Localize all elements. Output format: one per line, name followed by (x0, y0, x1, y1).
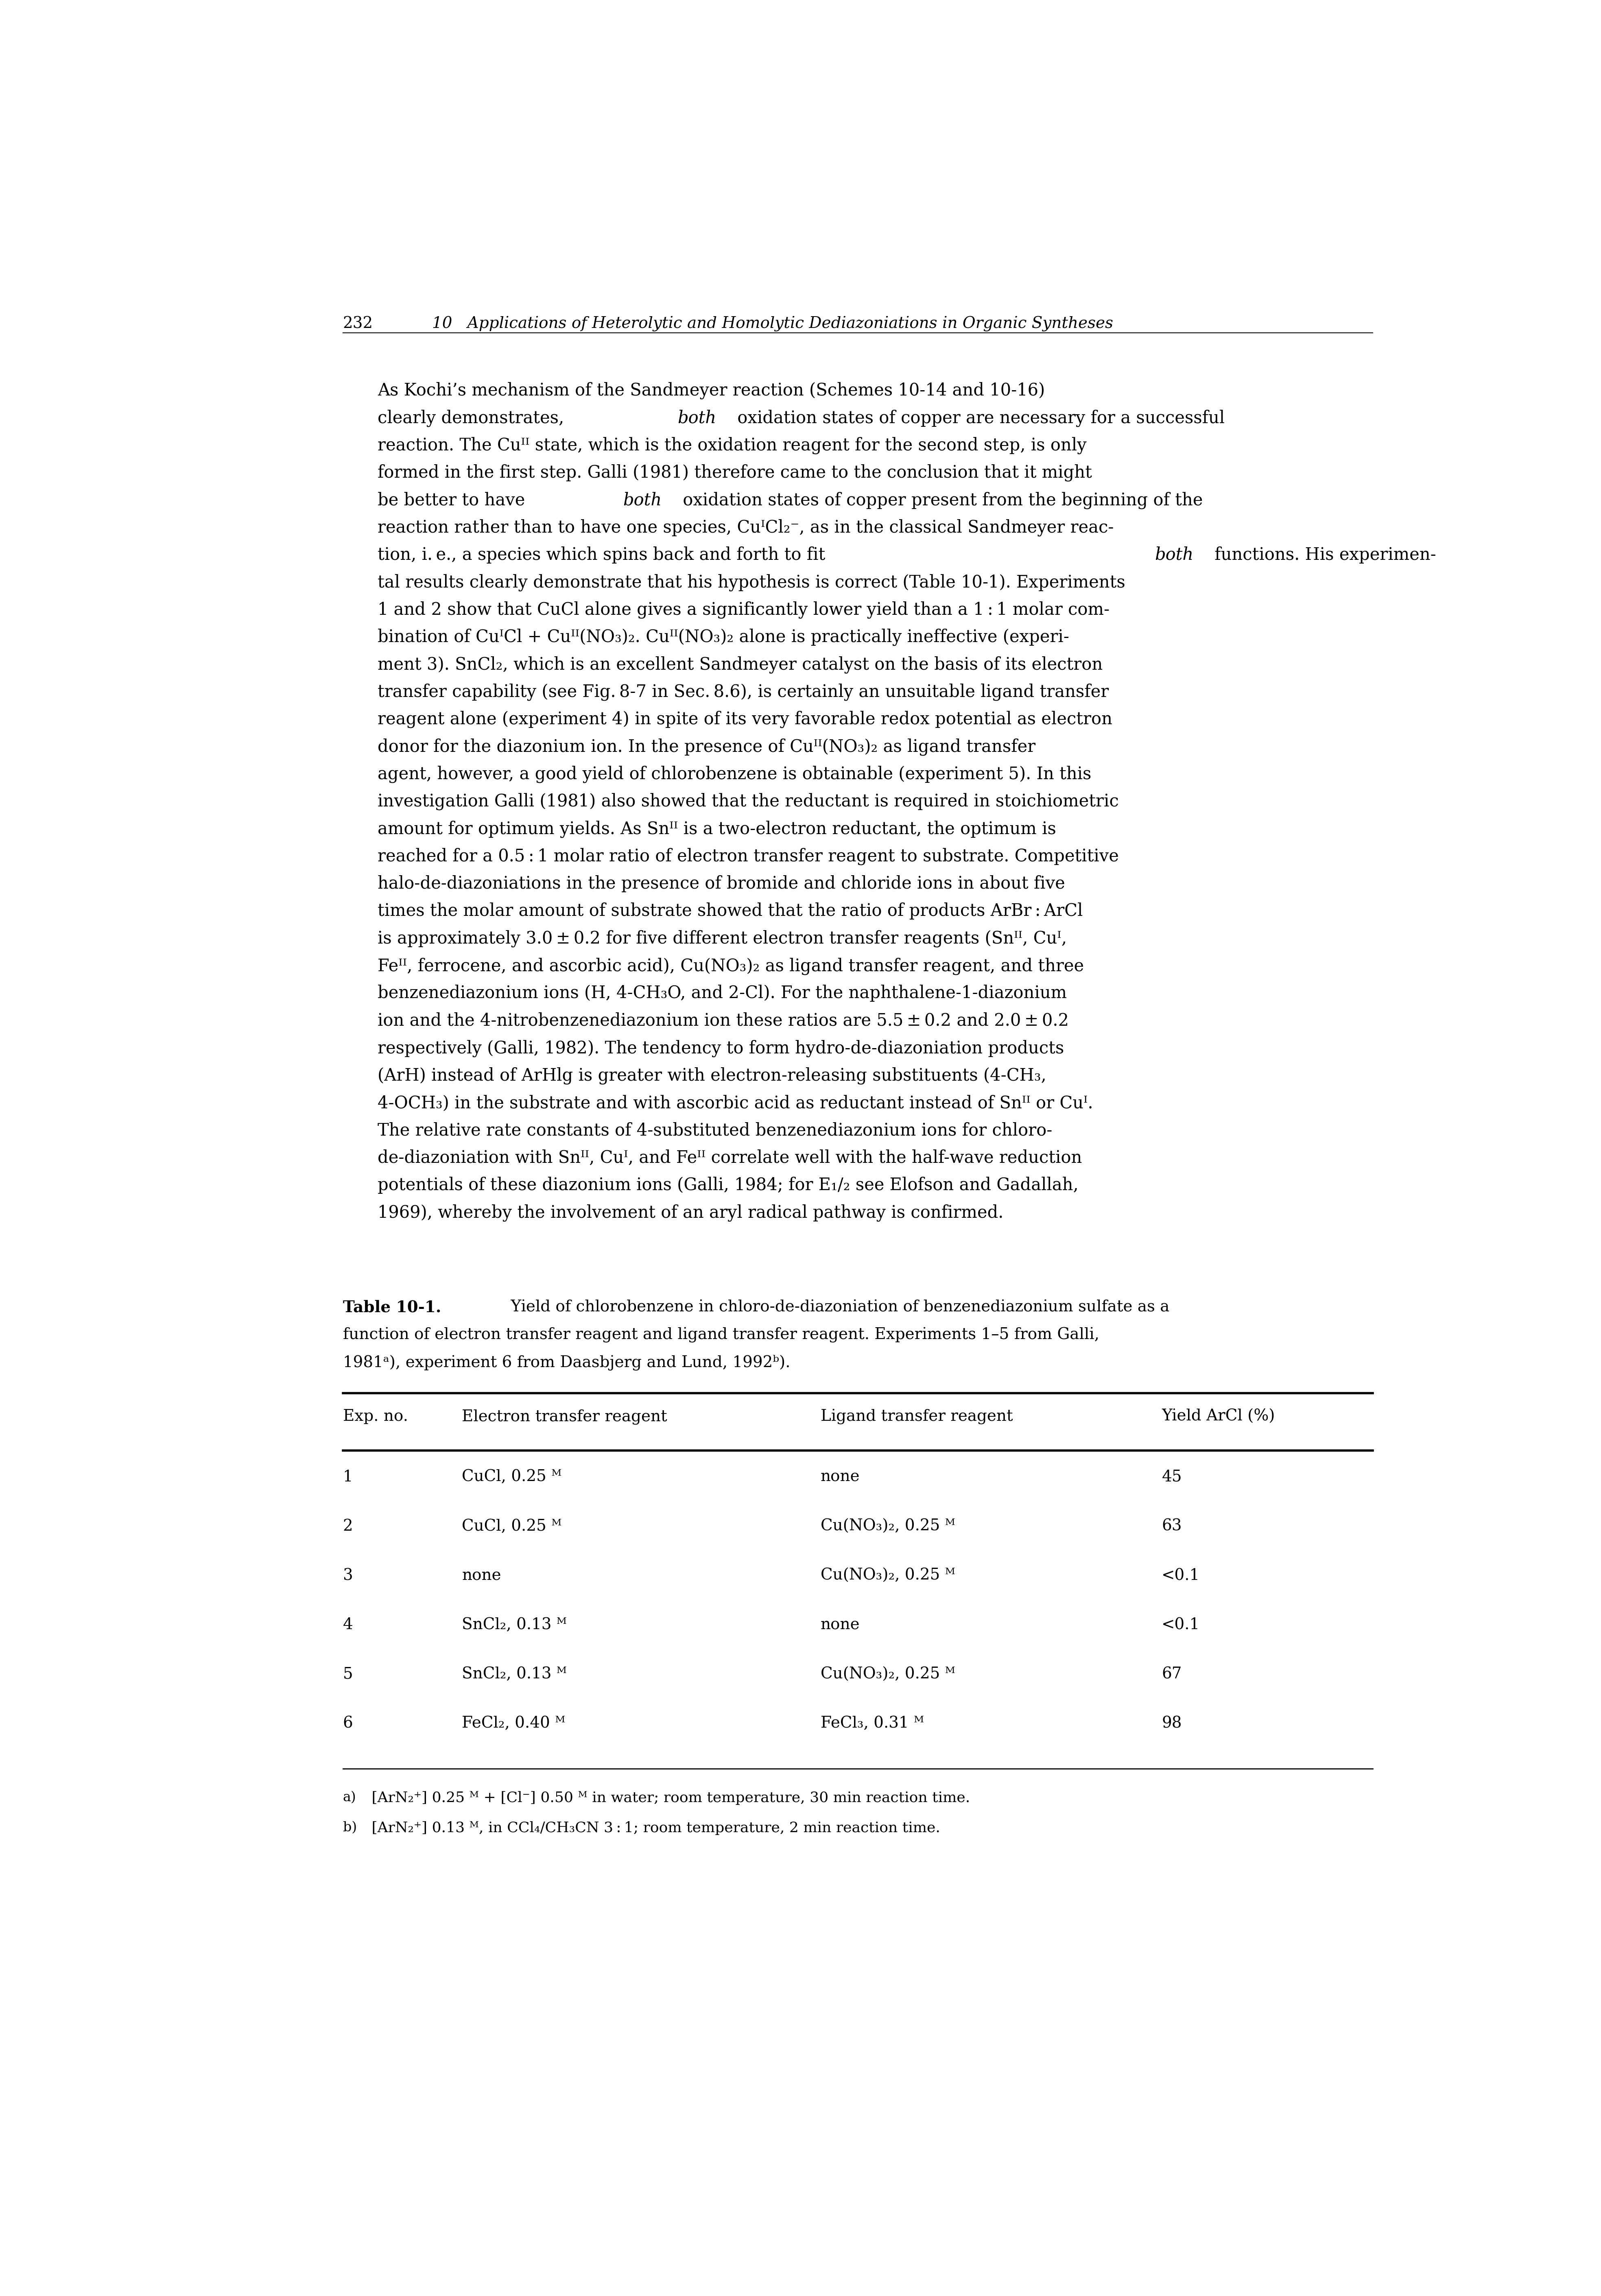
Text: amount for optimum yields. As Snᴵᴵ is a two-electron reductant, the optimum is: amount for optimum yields. As Snᴵᴵ is a … (378, 820, 1057, 838)
Text: Feᴵᴵ, ferrocene, and ascorbic acid), Cu(NO₃)₂ as ligand transfer reagent, and th: Feᴵᴵ, ferrocene, and ascorbic acid), Cu(… (378, 957, 1084, 976)
Text: none: none (820, 1616, 860, 1632)
Text: functions. His experimen-: functions. His experimen- (1209, 546, 1436, 563)
Text: Yield of chlorobenzene in chloro-de-diazoniation of benzenediazonium sulfate as : Yield of chlorobenzene in chloro-de-diaz… (506, 1300, 1169, 1316)
Text: Yield ArCl (%): Yield ArCl (%) (1162, 1410, 1274, 1424)
Text: respectively (Galli, 1982). The tendency to form hydro-de-diazoniation products: respectively (Galli, 1982). The tendency… (378, 1040, 1065, 1056)
Text: transfer capability (see Fig. 8-7 in Sec. 8.6), is certainly an unsuitable ligan: transfer capability (see Fig. 8-7 in Sec… (378, 684, 1109, 700)
Text: reaction rather than to have one species, CuᴵCl₂⁻, as in the classical Sandmeyer: reaction rather than to have one species… (378, 519, 1114, 537)
Text: formed in the first step. Galli (1981) therefore came to the conclusion that it : formed in the first step. Galli (1981) t… (378, 464, 1092, 482)
Text: reaction. The Cuᴵᴵ state, which is the oxidation reagent for the second step, is: reaction. The Cuᴵᴵ state, which is the o… (378, 436, 1087, 455)
Text: reached for a 0.5 : 1 molar ratio of electron transfer reagent to substrate. Com: reached for a 0.5 : 1 molar ratio of ele… (378, 847, 1119, 866)
Text: times the molar amount of substrate showed that the ratio of products ArBr : ArC: times the molar amount of substrate show… (378, 902, 1082, 921)
Text: 2: 2 (343, 1520, 352, 1534)
Text: both: both (677, 409, 716, 427)
Text: 98: 98 (1162, 1715, 1182, 1731)
Text: 4-OCH₃) in the substrate and with ascorbic acid as reductant instead of Snᴵᴵ or : 4-OCH₃) in the substrate and with ascorb… (378, 1095, 1093, 1111)
Text: 1981ᵃ), experiment 6 from Daasbjerg and Lund, 1992ᵇ).: 1981ᵃ), experiment 6 from Daasbjerg and … (343, 1355, 791, 1371)
Text: de-diazoniation with Snᴵᴵ, Cuᴵ, and Feᴵᴵ correlate well with the half-wave reduc: de-diazoniation with Snᴵᴵ, Cuᴵ, and Feᴵᴵ… (378, 1150, 1082, 1166)
Text: Cu(NO₃)₂, 0.25 ᴹ: Cu(NO₃)₂, 0.25 ᴹ (820, 1520, 956, 1534)
Text: CuCl, 0.25 ᴹ: CuCl, 0.25 ᴹ (463, 1520, 562, 1534)
Text: tion, i. e., a species which spins back and forth to fit: tion, i. e., a species which spins back … (378, 546, 831, 563)
Text: 6: 6 (343, 1715, 352, 1731)
Text: oxidation states of copper present from the beginning of the: oxidation states of copper present from … (677, 491, 1202, 510)
Text: agent, however, a good yield of chlorobenzene is obtainable (experiment 5). In t: agent, however, a good yield of chlorobe… (378, 765, 1092, 783)
Text: donor for the diazonium ion. In the presence of Cuᴵᴵ(NO₃)₂ as ligand transfer: donor for the diazonium ion. In the pres… (378, 739, 1036, 755)
Text: SnCl₂, 0.13 ᴹ: SnCl₂, 0.13 ᴹ (463, 1616, 567, 1632)
Text: 5: 5 (343, 1667, 352, 1683)
Text: The relative rate constants of 4-substituted benzenediazonium ions for chloro-: The relative rate constants of 4-substit… (378, 1123, 1052, 1139)
Text: 1 and 2 show that CuCl alone gives a significantly lower yield than a 1 : 1 mola: 1 and 2 show that CuCl alone gives a sig… (378, 602, 1109, 618)
Text: 232: 232 (343, 317, 373, 331)
Text: is approximately 3.0 ± 0.2 for five different electron transfer reagents (Snᴵᴵ, : is approximately 3.0 ± 0.2 for five diff… (378, 930, 1066, 948)
Text: Ligand transfer reagent: Ligand transfer reagent (820, 1410, 1013, 1424)
Text: 67: 67 (1162, 1667, 1182, 1683)
Text: 3: 3 (343, 1568, 352, 1584)
Text: bination of CuᴵCl + Cuᴵᴵ(NO₃)₂. Cuᴵᴵ(NO₃)₂ alone is practically ineffective (exp: bination of CuᴵCl + Cuᴵᴵ(NO₃)₂. Cuᴵᴵ(NO₃… (378, 629, 1069, 645)
Text: both: both (1154, 546, 1193, 563)
Text: benzenediazonium ions (H, 4-CH₃O, and 2-Cl). For the naphthalene-1-diazonium: benzenediazonium ions (H, 4-CH₃O, and 2-… (378, 985, 1066, 1001)
Text: Exp. no.: Exp. no. (343, 1410, 408, 1424)
Text: 4: 4 (343, 1616, 352, 1632)
Text: b): b) (343, 1821, 357, 1835)
Text: <0.1: <0.1 (1162, 1616, 1201, 1632)
Text: 1969), whereby the involvement of an aryl radical pathway is confirmed.: 1969), whereby the involvement of an ary… (378, 1203, 1004, 1221)
Text: potentials of these diazonium ions (Galli, 1984; for E₁/₂ see Elofson and Gadall: potentials of these diazonium ions (Gall… (378, 1176, 1079, 1194)
Text: SnCl₂, 0.13 ᴹ: SnCl₂, 0.13 ᴹ (463, 1667, 567, 1683)
Text: CuCl, 0.25 ᴹ: CuCl, 0.25 ᴹ (463, 1469, 562, 1486)
Text: [ArN₂⁺] 0.25 ᴹ + [Cl⁻] 0.50 ᴹ in water; room temperature, 30 min reaction time.: [ArN₂⁺] 0.25 ᴹ + [Cl⁻] 0.50 ᴹ in water; … (367, 1791, 970, 1805)
Text: ion and the 4-nitrobenzenediazonium ion these ratios are 5.5 ± 0.2 and 2.0 ± 0.2: ion and the 4-nitrobenzenediazonium ion … (378, 1013, 1069, 1029)
Text: ment 3). SnCl₂, which is an excellent Sandmeyer catalyst on the basis of its ele: ment 3). SnCl₂, which is an excellent Sa… (378, 657, 1103, 673)
Text: halo-de-diazoniations in the presence of bromide and chloride ions in about five: halo-de-diazoniations in the presence of… (378, 875, 1065, 893)
Text: Table 10-1.: Table 10-1. (343, 1300, 440, 1316)
Text: clearly demonstrates,: clearly demonstrates, (378, 409, 570, 427)
Text: none: none (463, 1568, 501, 1584)
Text: (ArH) instead of ArHlg is greater with electron-releasing substituents (4-CH₃,: (ArH) instead of ArHlg is greater with e… (378, 1068, 1047, 1084)
Text: tal results clearly demonstrate that his hypothesis is correct (Table 10-1). Exp: tal results clearly demonstrate that his… (378, 574, 1126, 590)
Text: Electron transfer reagent: Electron transfer reagent (463, 1410, 668, 1424)
Text: investigation Galli (1981) also showed that the reductant is required in stoichi: investigation Galli (1981) also showed t… (378, 792, 1119, 810)
Text: FeCl₃, 0.31 ᴹ: FeCl₃, 0.31 ᴹ (820, 1715, 924, 1731)
Text: none: none (820, 1469, 860, 1486)
Text: 45: 45 (1162, 1469, 1182, 1486)
Text: both: both (623, 491, 661, 510)
Text: oxidation states of copper are necessary for a successful: oxidation states of copper are necessary… (732, 409, 1225, 427)
Text: Cu(NO₃)₂, 0.25 ᴹ: Cu(NO₃)₂, 0.25 ᴹ (820, 1568, 956, 1584)
Text: a): a) (343, 1791, 355, 1805)
Text: be better to have: be better to have (378, 491, 530, 510)
Text: 63: 63 (1162, 1520, 1182, 1534)
Text: 1: 1 (343, 1469, 352, 1486)
Text: 10   Applications of Heterolytic and Homolytic Dediazoniations in Organic Synthe: 10 Applications of Heterolytic and Homol… (432, 317, 1113, 331)
Text: As Kochi’s mechanism of the Sandmeyer reaction (Schemes 10-14 and 10-16): As Kochi’s mechanism of the Sandmeyer re… (378, 381, 1045, 400)
Text: [ArN₂⁺] 0.13 ᴹ, in CCl₄/CH₃CN 3 : 1; room temperature, 2 min reaction time.: [ArN₂⁺] 0.13 ᴹ, in CCl₄/CH₃CN 3 : 1; roo… (367, 1821, 940, 1835)
Text: <0.1: <0.1 (1162, 1568, 1201, 1584)
Text: Cu(NO₃)₂, 0.25 ᴹ: Cu(NO₃)₂, 0.25 ᴹ (820, 1667, 956, 1683)
Text: reagent alone (experiment 4) in spite of its very favorable redox potential as e: reagent alone (experiment 4) in spite of… (378, 712, 1113, 728)
Text: function of electron transfer reagent and ligand transfer reagent. Experiments 1: function of electron transfer reagent an… (343, 1327, 1100, 1343)
Text: FeCl₂, 0.40 ᴹ: FeCl₂, 0.40 ᴹ (463, 1715, 565, 1731)
